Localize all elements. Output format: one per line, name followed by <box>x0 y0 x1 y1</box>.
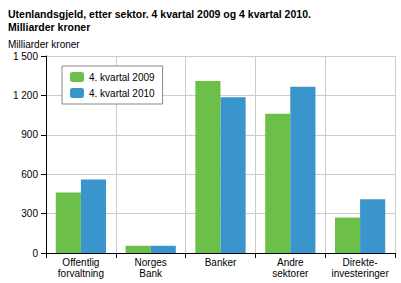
svg-text:600: 600 <box>21 169 38 180</box>
svg-text:900: 900 <box>21 129 38 140</box>
svg-text:Milliarder kroner: Milliarder kroner <box>8 39 80 50</box>
svg-text:4. kvartal 2009: 4. kvartal 2009 <box>89 72 155 83</box>
svg-text:Andre: Andre <box>277 257 304 268</box>
svg-text:Banker: Banker <box>205 257 237 268</box>
svg-text:300: 300 <box>21 208 38 219</box>
svg-text:Utenlandsgjeld, etter sektor.: Utenlandsgjeld, etter sektor. 4 kvartal … <box>8 8 311 20</box>
svg-text:0: 0 <box>32 248 38 259</box>
svg-text:Bank: Bank <box>139 268 163 279</box>
svg-text:1 200: 1 200 <box>13 90 38 101</box>
svg-text:investeringer: investeringer <box>331 268 389 279</box>
svg-text:1 500: 1 500 <box>13 51 38 62</box>
svg-text:forvaltning: forvaltning <box>58 268 104 279</box>
svg-text:Offentlig: Offentlig <box>62 257 99 268</box>
svg-text:Norges: Norges <box>135 257 167 268</box>
svg-text:4. kvartal 2010: 4. kvartal 2010 <box>89 88 155 99</box>
svg-text:Milliarder kroner: Milliarder kroner <box>8 21 90 33</box>
svg-text:Direkte-: Direkte- <box>343 257 378 268</box>
svg-text:sektorer: sektorer <box>272 268 309 279</box>
